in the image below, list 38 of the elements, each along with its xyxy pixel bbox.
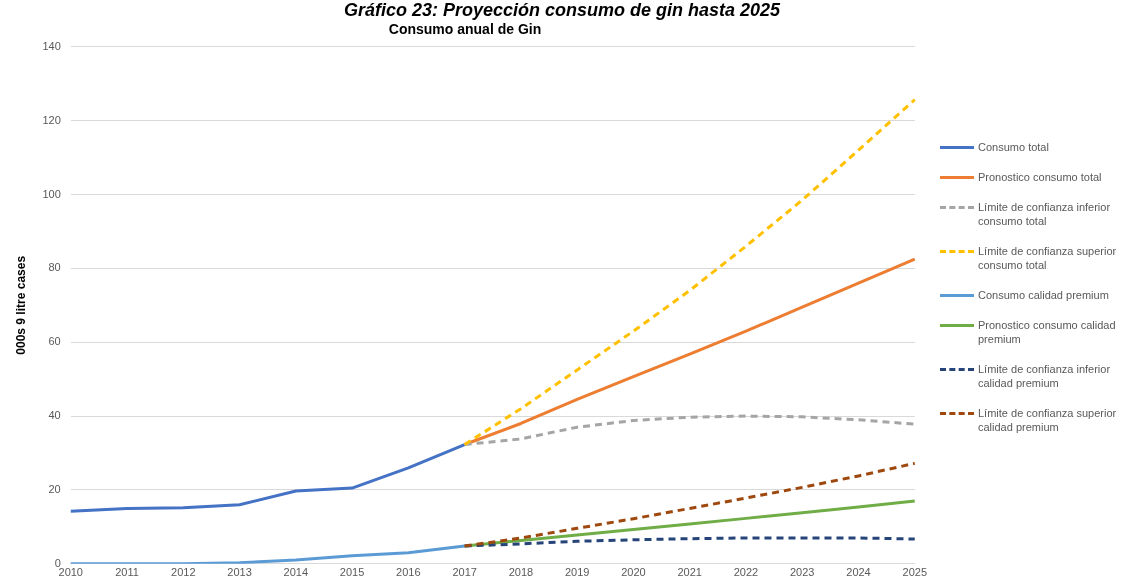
y-tick-label: 20: [48, 482, 61, 495]
chart-subtitle: Consumo anual de Gin: [388, 21, 542, 38]
y-tick-label: 100: [42, 187, 61, 200]
x-tick-label: 2020: [621, 566, 646, 579]
y-tick-label: 120: [42, 113, 61, 126]
y-tick-label: 80: [48, 261, 61, 274]
y-tick-label: 40: [48, 409, 61, 422]
line-series: [463, 536, 917, 548]
legend-label: Límite de confianza superior calidad premium: [978, 406, 1118, 434]
y-tick-label: 60: [48, 335, 61, 348]
x-tick-label: 2019: [564, 566, 590, 579]
x-tick-label: 2014: [283, 566, 309, 579]
x-tick-label: 2015: [339, 566, 365, 579]
chart-title: Gráfico 23: Proyección consumo de gin hasta 2025: [342, 0, 782, 20]
x-tick-label: 2010: [58, 566, 83, 579]
x-tick-label: 2018: [508, 566, 534, 579]
x-tick-label: 2017: [452, 566, 477, 579]
x-tick-label: 2021: [677, 566, 702, 579]
y-axis-title: 000s 9 litre cases: [13, 255, 28, 355]
legend-label: Límite de confianza superior consumo total: [978, 244, 1118, 272]
y-tick-label: 140: [42, 39, 61, 52]
line-series: [463, 98, 917, 447]
x-tick-label: 2016: [396, 566, 421, 579]
legend-label: Pronostico consumo total: [978, 170, 1102, 184]
x-tick-label: 2024: [846, 566, 871, 579]
legend-label: Pronostico consumo calidad premium: [978, 318, 1117, 346]
x-tick-label: 2025: [902, 566, 928, 579]
legend-label: Límite de confianza inferior consumo total: [978, 200, 1112, 228]
x-tick-label: 2022: [733, 566, 759, 579]
legend-label: Límite de confianza inferior calidad premium: [978, 362, 1112, 390]
x-tick-label: 2012: [171, 566, 196, 579]
y-tick-label: 0: [54, 556, 61, 569]
line-series: [463, 461, 917, 548]
legend-label: Consumo calidad premium: [978, 288, 1109, 302]
x-tick-label: 2011: [115, 566, 139, 579]
legend-label: Consumo total: [978, 140, 1049, 154]
x-tick-label: 2023: [789, 566, 815, 579]
x-tick-label: 2013: [227, 566, 252, 579]
